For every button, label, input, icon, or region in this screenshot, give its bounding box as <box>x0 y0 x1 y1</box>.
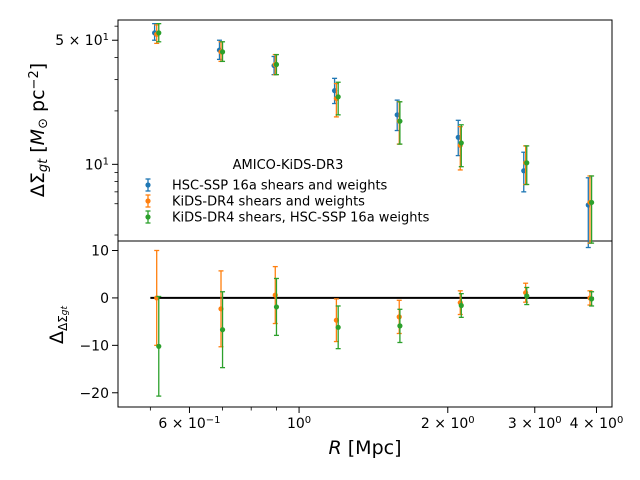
top-y-tick-label: 5 × 101 <box>55 32 109 50</box>
legend-title: AMICO-KiDS-DR3 <box>233 158 344 173</box>
data-point <box>394 112 400 118</box>
bottom-series-kids-dr4-shears-hsc-ssp-16a-weights <box>156 277 595 397</box>
x-tick-label: 100 <box>287 415 311 433</box>
x-tick-label: 4 × 100 <box>570 415 624 433</box>
legend-entry-label: HSC-SSP 16a shears and weights <box>172 179 388 194</box>
x-axis-ticks: 6 × 10−1 100 2 × 100 3 × 100 4 × 100 <box>149 407 624 433</box>
x-axis-label: R [Mpc] <box>329 437 402 459</box>
data-point <box>156 343 162 349</box>
legend-marker <box>145 198 151 204</box>
legend-marker <box>145 182 151 188</box>
data-point <box>273 304 280 310</box>
top-y-tick-label: 101 <box>85 156 109 174</box>
data-point <box>455 134 461 140</box>
data-point <box>335 324 341 330</box>
bottom-panel-series <box>154 249 595 397</box>
top-panel-series <box>152 22 595 249</box>
legend: AMICO-KiDS-DR3 HSC-SSP 16a shears and we… <box>145 158 430 226</box>
top-axis-ticks: 5 × 101 101 <box>55 25 118 236</box>
bottom-y-axis-label: ΔΔΣgt <box>46 306 70 345</box>
bottom-y-tick-label: 0 <box>100 291 109 307</box>
data-point <box>524 293 530 299</box>
data-point <box>458 302 464 309</box>
top-series-kids-dr4-shears-hsc-ssp-16a-weights <box>156 22 595 244</box>
bottom-y-tick-label: 10 <box>91 243 109 259</box>
data-point <box>524 160 530 166</box>
x-tick-label: 3 × 100 <box>508 415 562 433</box>
data-point <box>458 140 464 146</box>
data-point <box>397 118 403 124</box>
data-point <box>219 327 226 333</box>
x-tick-label: 2 × 100 <box>421 415 475 433</box>
data-point <box>396 314 402 320</box>
data-point <box>156 30 162 36</box>
data-point <box>273 61 280 68</box>
legend-marker <box>145 214 151 220</box>
data-point <box>589 296 595 302</box>
x-tick-label: 6 × 10−1 <box>158 415 220 433</box>
data-point <box>219 49 226 55</box>
top-y-axis-label: ΔΣgt [M⊙ pc−2] <box>27 63 51 197</box>
legend-entry-label: KiDS-DR4 shears and weights <box>172 195 365 210</box>
data-point <box>335 94 341 100</box>
bottom-panel-frame <box>117 240 613 408</box>
data-point <box>589 199 595 206</box>
bottom-y-tick-label: −10 <box>79 338 109 354</box>
bottom-axis-ticks: 10 0 −10 −20 <box>79 243 118 402</box>
data-point <box>397 323 403 329</box>
bottom-y-tick-label: −20 <box>79 386 109 402</box>
legend-entry-label: KiDS-DR4 shears, HSC-SSP 16a weights <box>172 211 430 226</box>
